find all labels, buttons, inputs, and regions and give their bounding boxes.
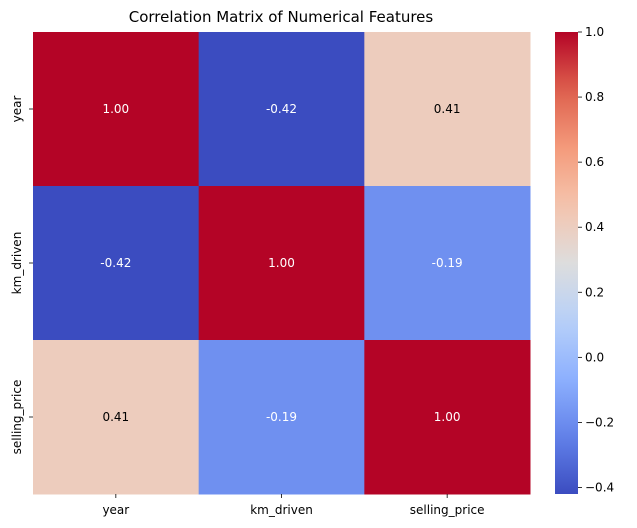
colorbar-tick-label-6: −0.2	[585, 415, 614, 429]
heatmap-cell-0-2	[364, 32, 531, 187]
cell-value-label-1-1: 1.00	[268, 256, 295, 270]
y-tick-label-2: selling_price	[10, 380, 24, 455]
y-tick-label-0: year	[10, 96, 24, 123]
cell-value-label-0-0: 1.00	[102, 102, 129, 116]
colorbar-tick-label-3: 0.4	[585, 220, 604, 234]
colorbar-tick-label-4: 0.2	[585, 285, 604, 299]
colorbar-tick-label-7: −0.4	[585, 480, 614, 494]
x-tick-label-0: year	[102, 503, 129, 517]
heatmap-cell-2-0	[33, 340, 200, 495]
cell-value-label-2-2: 1.00	[434, 410, 461, 424]
colorbar-tick-label-0: 1.0	[585, 25, 604, 39]
colorbar-tick-label-2: 0.6	[585, 155, 604, 169]
x-tick-label-1: km_driven	[250, 503, 313, 517]
heatmap-cell-2-1	[198, 340, 365, 495]
heatmap-cell-1-0	[33, 186, 200, 341]
cell-value-label-0-2: 0.41	[434, 102, 461, 116]
colorbar-tick-label-5: 0.0	[585, 350, 604, 364]
heatmap-cell-2-2	[364, 340, 531, 495]
colorbar-tick-label-1: 0.8	[585, 90, 604, 104]
heatmap-cell-0-1	[198, 32, 365, 187]
cell-value-label-2-0: 0.41	[102, 410, 129, 424]
heatmap-cell-1-2	[364, 186, 531, 341]
heatmap-cell-0-0	[33, 32, 200, 187]
x-tick-label-2: selling_price	[410, 503, 485, 517]
heatmap-cell-1-1	[198, 186, 365, 341]
cell-value-label-0-1: -0.42	[266, 102, 297, 116]
chart-title: Correlation Matrix of Numerical Features	[129, 8, 434, 26]
y-tick-label-1: km_driven	[10, 232, 24, 295]
cell-value-label-1-0: -0.42	[100, 256, 131, 270]
colorbar	[555, 32, 578, 494]
cell-value-label-2-1: -0.19	[266, 410, 297, 424]
cell-value-label-1-2: -0.19	[432, 256, 463, 270]
